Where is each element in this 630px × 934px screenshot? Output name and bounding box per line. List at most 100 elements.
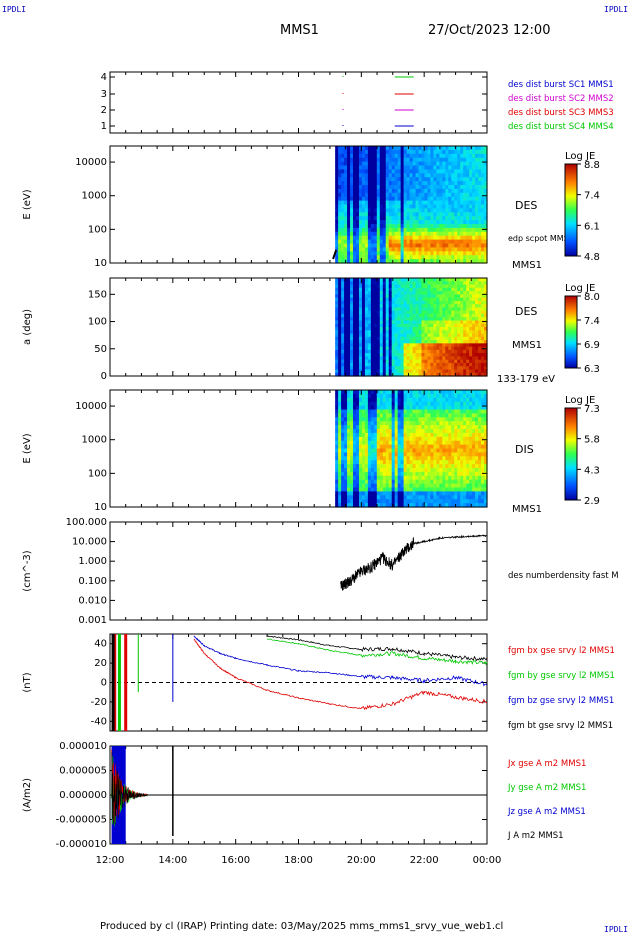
heatmap-cell — [382, 181, 387, 186]
heatmap-cell — [347, 294, 351, 299]
heatmap-cell — [391, 444, 396, 450]
heatmap-cell — [424, 192, 429, 198]
heatmap-cell — [430, 333, 435, 338]
heatmap-cell — [344, 429, 348, 434]
heatmap-cell — [433, 196, 437, 202]
heatmap-cell — [475, 359, 479, 364]
heatmap-cell — [424, 413, 429, 418]
density-ytick-label: 1.000 — [78, 556, 107, 567]
heatmap-cell — [433, 356, 437, 361]
heatmap-cell — [373, 366, 378, 371]
heatmap-cell — [370, 231, 375, 237]
heatmap-cell — [469, 362, 473, 367]
heatmap-cell — [344, 327, 348, 331]
heatmap-cell — [338, 247, 342, 252]
heatmap-cell — [472, 330, 476, 335]
heatmap-cell — [376, 307, 381, 312]
heatmap-cell — [373, 401, 378, 407]
heatmap-cell — [397, 372, 402, 377]
heatmap-cell — [418, 409, 423, 414]
heatmap-cell — [394, 177, 399, 182]
heatmap-cell — [460, 307, 464, 312]
heatmap-cell — [445, 417, 449, 422]
heatmap-cell — [478, 483, 482, 489]
heatmap-cell — [370, 317, 375, 322]
heatmap-cell — [466, 212, 470, 217]
heatmap-cell — [347, 149, 351, 155]
density-line — [340, 534, 487, 591]
heatmap-cell — [415, 216, 420, 221]
heatmap-cell — [406, 464, 411, 469]
heatmap-cell — [370, 460, 375, 465]
heatmap-cell — [400, 346, 405, 351]
heatmap-cell — [338, 224, 342, 229]
heatmap-cell — [412, 366, 417, 371]
heatmap-cell — [394, 247, 399, 252]
heatmap-cell — [358, 169, 363, 174]
heatmap-cell — [355, 243, 360, 248]
heatmap-cell — [347, 460, 351, 465]
heatmap-cell — [394, 417, 399, 422]
burst-legend-4: des dist burst SC4 MMS4 — [508, 122, 614, 132]
heatmap-cell — [403, 366, 408, 371]
heatmap-cell — [427, 297, 432, 302]
heatmap-cell — [394, 372, 399, 377]
heatmap-cell — [403, 212, 408, 217]
heatmap-cell — [433, 336, 437, 341]
heatmap-cell — [406, 169, 411, 174]
heatmap-cell — [344, 220, 348, 225]
heatmap-cell — [409, 429, 414, 434]
heatmap-cell — [361, 362, 366, 367]
heatmap-cell — [439, 429, 443, 434]
heatmap-cell — [451, 278, 455, 282]
heatmap-cell — [373, 310, 378, 315]
heatmap-cell — [475, 146, 479, 151]
heatmap-cell — [367, 460, 372, 465]
heatmap-cell — [394, 503, 399, 508]
heatmap-cell — [412, 499, 417, 504]
heatmap-cell — [421, 300, 426, 305]
heatmap-cell — [472, 188, 476, 194]
heatmap-cell — [355, 479, 360, 485]
heatmap-cell — [373, 432, 378, 438]
heatmap-cell — [335, 336, 339, 341]
heatmap-cell — [472, 369, 476, 374]
heatmap-cell — [433, 297, 437, 302]
heatmap-cell — [379, 247, 384, 252]
heatmap-cell — [469, 397, 473, 403]
heatmap-cell — [344, 304, 348, 308]
heatmap-cell — [415, 432, 420, 438]
heatmap-cell — [427, 251, 432, 256]
heatmap-cell — [442, 366, 446, 371]
heatmap-cell — [385, 397, 390, 403]
heatmap-cell — [397, 216, 402, 221]
heatmap-cell — [484, 336, 488, 341]
heatmap-cell — [472, 417, 476, 422]
heatmap-cell — [353, 235, 357, 241]
heatmap-cell — [347, 456, 351, 461]
heatmap-cell — [424, 287, 429, 292]
heatmap-cell — [355, 294, 360, 299]
heatmap-cell — [415, 294, 420, 299]
heatmap-cell — [430, 475, 435, 481]
heatmap-cell — [427, 421, 432, 426]
heatmap-cell — [427, 304, 432, 308]
heatmap-cell — [466, 173, 470, 178]
heatmap-cell — [370, 353, 375, 357]
heatmap-cell — [424, 161, 429, 167]
heatmap-cell — [367, 255, 372, 260]
heatmap-cell — [341, 149, 345, 155]
heatmap-cell — [484, 359, 488, 364]
heatmap-cell — [406, 336, 411, 341]
heatmap-cell — [394, 243, 399, 248]
heatmap-cell — [418, 294, 423, 299]
heatmap-cell — [475, 300, 479, 305]
heatmap-cell — [406, 330, 411, 335]
heatmap-cell — [457, 421, 461, 426]
heatmap-cell — [382, 169, 387, 174]
heatmap-cell — [358, 372, 363, 377]
heatmap-cell — [427, 440, 432, 446]
heatmap-cell — [341, 464, 345, 469]
heatmap-cell — [373, 149, 378, 155]
heatmap-cell — [353, 397, 357, 403]
